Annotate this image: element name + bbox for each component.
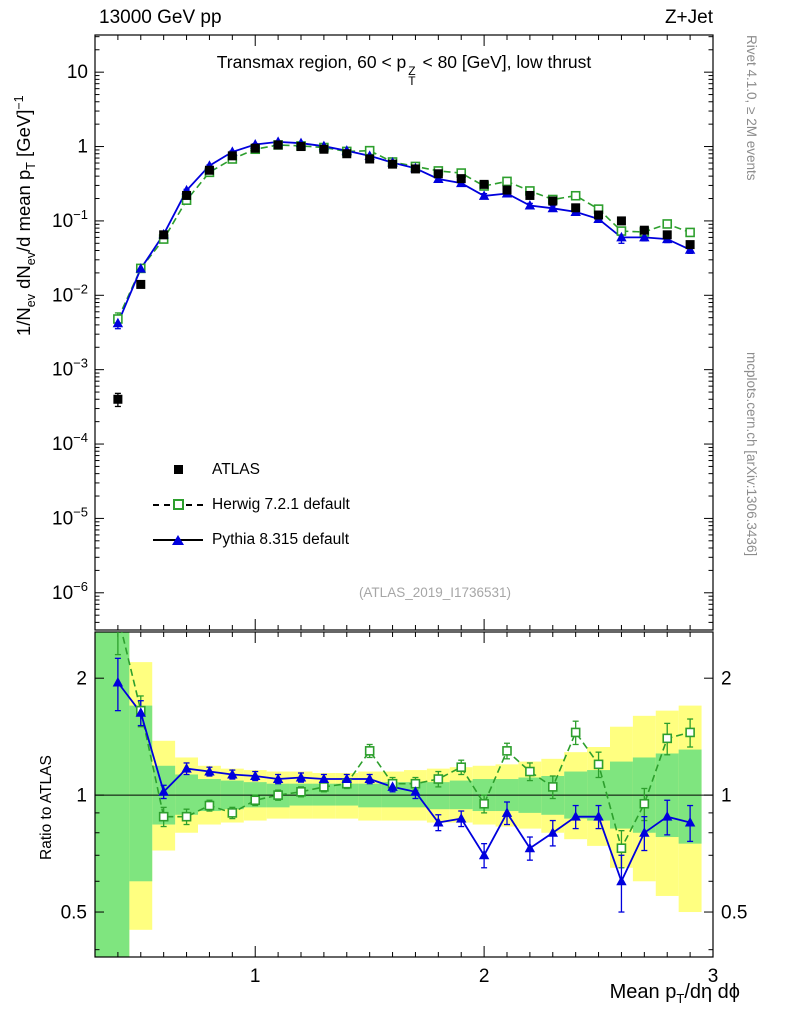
svg-text:10−4: 10−4 — [52, 430, 88, 455]
legend-entry-atlas: ATLAS — [150, 452, 350, 487]
svg-text:1: 1 — [77, 137, 88, 158]
beam-energy-label: 13000 GeV pp — [99, 7, 222, 28]
legend-entry-herwig: Herwig 7.2.1 default — [150, 487, 350, 522]
svg-text:10−6: 10−6 — [52, 579, 88, 604]
svg-text:10: 10 — [67, 62, 88, 83]
rivet-version-label: Rivet 4.1.0, ≥ 2M events — [744, 35, 759, 181]
svg-text:10−3: 10−3 — [52, 356, 88, 381]
axis-tick-labels: 10 1 10−1 10−2 10−3 10−4 10−5 10−6 2 2 1 1 0.5 0.5 1 2 3 — [52, 62, 747, 987]
legend-label-herwig: Herwig 7.2.1 default — [212, 495, 350, 513]
svg-text:2: 2 — [479, 966, 490, 987]
main-panel-frame — [94, 34, 714, 631]
atlas-square-icon — [150, 459, 206, 481]
ratio-panel-frame — [94, 631, 714, 958]
legend: ATLAS Herwig 7.2.1 default Pythia 8.315 … — [150, 452, 350, 557]
analysis-watermark: (ATLAS_2019_I1736531) — [358, 585, 512, 600]
svg-text:2: 2 — [76, 669, 87, 690]
legend-entry-pythia: Pythia 8.315 default — [150, 522, 350, 557]
svg-text:1: 1 — [721, 786, 732, 807]
main-y-axis-label: 1/Nev dNev/d mean pT [GeV]−1 — [12, 95, 38, 336]
main-series — [112, 136, 696, 408]
ratio-series — [112, 632, 696, 913]
ratio-y-axis-label: Ratio to ATLAS — [38, 755, 55, 860]
svg-text:0.5: 0.5 — [61, 903, 87, 924]
svg-text:2: 2 — [721, 669, 732, 690]
svg-text:0.5: 0.5 — [721, 903, 747, 924]
legend-label-atlas: ATLAS — [212, 460, 260, 478]
mcplots-credit-label: mcplots.cern.ch [arXiv:1306.3436] — [744, 352, 759, 557]
x-axis-title: Mean pT/dη dϕ — [609, 981, 740, 1006]
axis-ticks — [94, 35, 714, 957]
svg-text:10−2: 10−2 — [52, 281, 88, 306]
svg-text:10−1: 10−1 — [52, 207, 88, 232]
herwig-open-square-icon — [150, 494, 206, 516]
svg-text:3: 3 — [708, 966, 719, 987]
svg-text:1: 1 — [250, 966, 261, 987]
svg-text:10−5: 10−5 — [52, 504, 88, 529]
process-label: Z+Jet — [664, 7, 713, 28]
pythia-triangle-icon — [150, 529, 206, 551]
svg-text:1: 1 — [76, 786, 87, 807]
legend-label-pythia: Pythia 8.315 default — [212, 530, 350, 548]
